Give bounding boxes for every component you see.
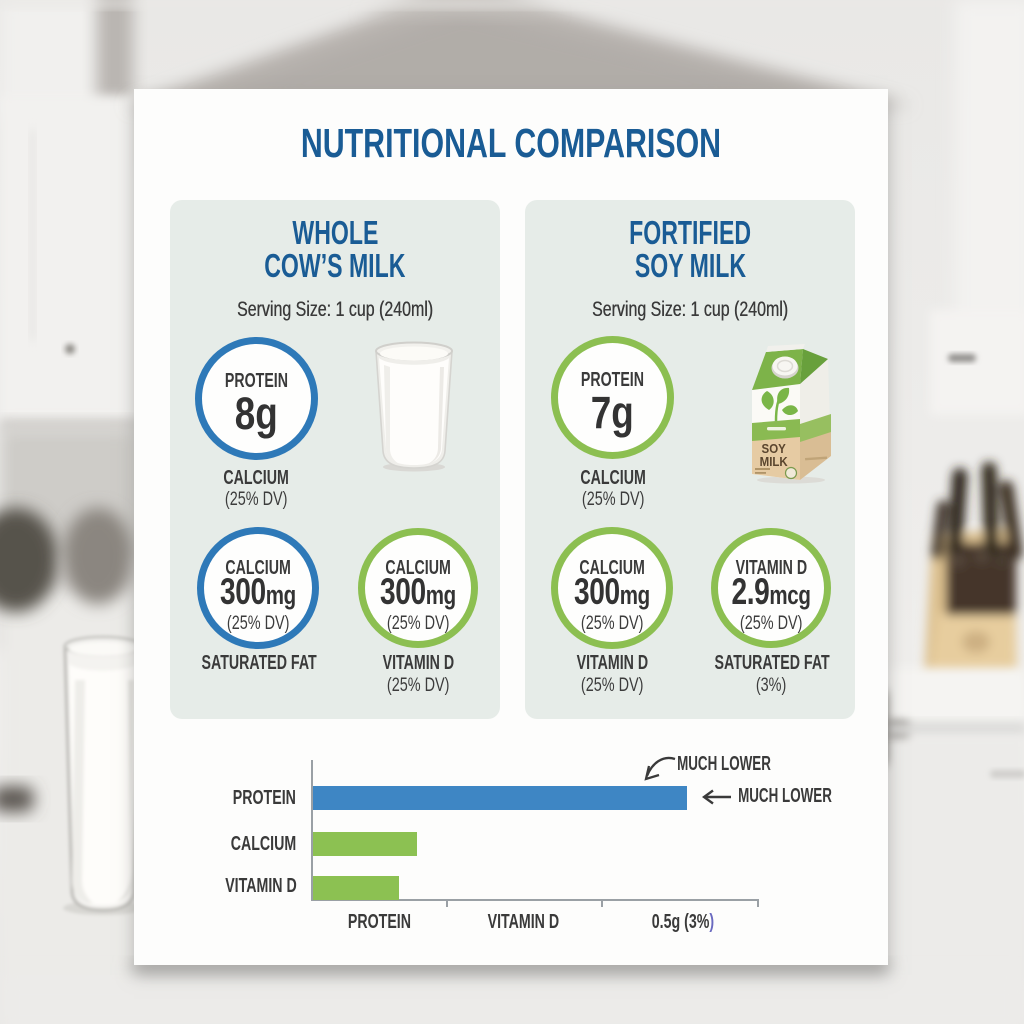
svg-text:SOY: SOY [762,442,786,457]
svg-text:MILK: MILK [760,455,788,470]
